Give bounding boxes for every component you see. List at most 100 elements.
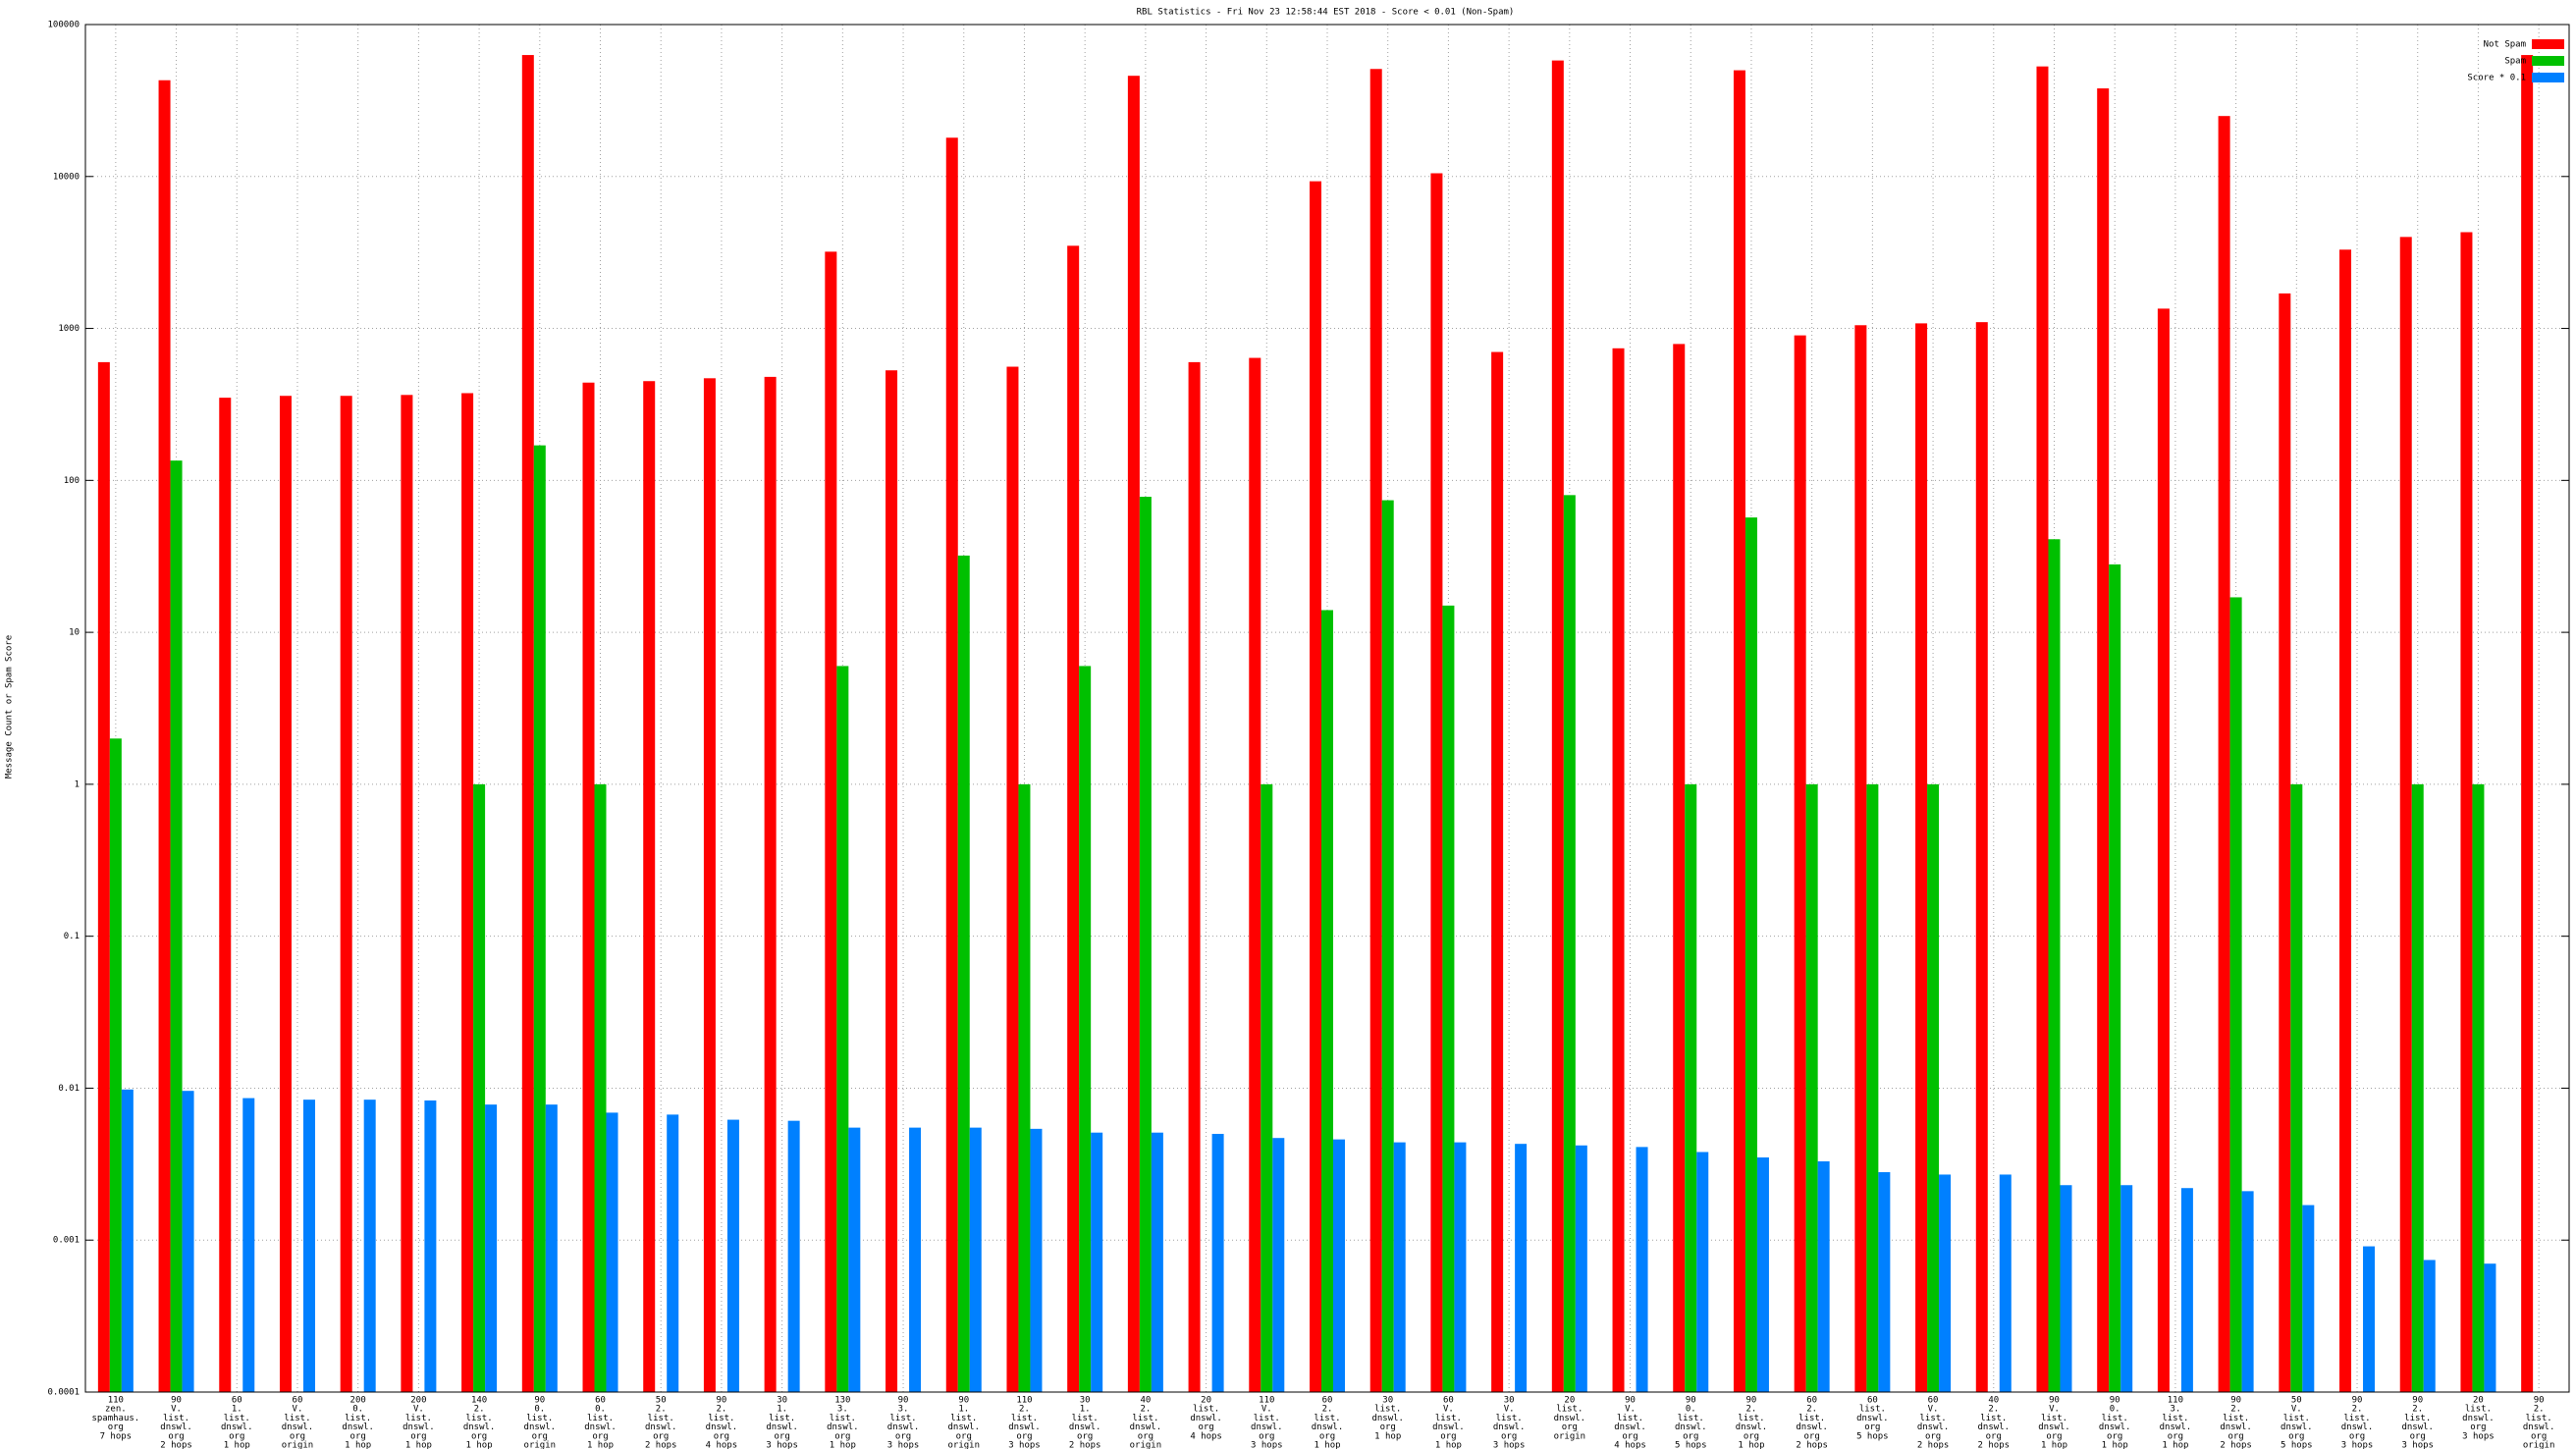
x-tick-label: org xyxy=(532,1431,548,1441)
x-tick-label: 3 hops xyxy=(1251,1441,1283,1449)
x-tick-label: 3 hops xyxy=(1008,1441,1041,1449)
x-tick-label: org xyxy=(956,1431,972,1441)
x-tick-label: 0. xyxy=(1686,1405,1696,1415)
x-tick-label: org xyxy=(290,1431,305,1441)
bar xyxy=(1006,366,1019,1392)
bar xyxy=(2290,783,2303,1392)
bar xyxy=(886,370,898,1392)
x-tick-label: dnswl. xyxy=(766,1422,798,1432)
bar xyxy=(1442,605,1455,1392)
legend-label: Spam xyxy=(2504,57,2526,67)
x-tick-label: 2 hops xyxy=(1978,1441,2011,1449)
bar xyxy=(2229,597,2242,1392)
x-tick-label: dnswl. xyxy=(1371,1414,1404,1423)
x-tick-label: list. xyxy=(466,1414,493,1423)
x-tick-label: 90 xyxy=(1746,1396,1757,1406)
x-tick-label: 1 hop xyxy=(1374,1431,1401,1441)
x-tick-label: 90 xyxy=(2049,1396,2060,1406)
x-tick-label: dnswl. xyxy=(2099,1422,2131,1432)
x-tick-label: org xyxy=(1864,1422,1880,1432)
x-tick-label: dnswl. xyxy=(2341,1422,2374,1432)
x-tick-label: org xyxy=(2046,1431,2062,1441)
x-tick-label: org xyxy=(1077,1431,1093,1441)
bar xyxy=(461,393,474,1392)
bar xyxy=(1744,517,1757,1392)
x-tick-label: 20 xyxy=(1201,1396,1211,1406)
x-tick-label: 90 xyxy=(2230,1396,2241,1406)
bar xyxy=(1381,500,1394,1392)
bar xyxy=(1685,783,1697,1392)
bar xyxy=(1321,610,1333,1392)
x-tick-label: list. xyxy=(2041,1414,2067,1423)
x-tick-label: org xyxy=(1501,1431,1517,1441)
x-tick-label: 90 xyxy=(2352,1396,2363,1406)
x-tick-label: 5 hops xyxy=(2281,1441,2313,1449)
x-tick-label: list. xyxy=(1859,1405,1886,1415)
x-tick-label: 60 xyxy=(293,1396,303,1406)
x-tick-label: 5 hops xyxy=(1675,1441,1707,1449)
bar xyxy=(726,1119,739,1392)
bar xyxy=(158,80,171,1392)
x-tick-label: 90 xyxy=(717,1396,727,1406)
x-tick-label: 1 hop xyxy=(2102,1441,2128,1449)
x-tick-label: org xyxy=(350,1431,366,1441)
bar xyxy=(1878,1172,1891,1392)
x-tick-label: 90 xyxy=(171,1396,182,1406)
bar xyxy=(545,1104,558,1392)
x-tick-label: 30 xyxy=(1504,1396,1515,1406)
x-tick-label: V. xyxy=(171,1405,182,1415)
x-tick-label: 20 xyxy=(2473,1396,2484,1406)
x-tick-label: list. xyxy=(2526,1414,2552,1423)
x-tick-label: 1 hop xyxy=(2162,1441,2188,1449)
x-tick-label: 90 xyxy=(958,1396,969,1406)
x-tick-label: org xyxy=(2168,1431,2183,1441)
x-tick-label: org xyxy=(1319,1431,1335,1441)
x-tick-label: dnswl. xyxy=(947,1422,980,1432)
x-tick-label: origin xyxy=(1554,1431,1586,1441)
bar xyxy=(1696,1152,1709,1392)
bar xyxy=(1854,325,1867,1393)
x-tick-label: 30 xyxy=(1080,1396,1091,1406)
bar xyxy=(170,460,183,1393)
x-tick-label: dnswl. xyxy=(645,1422,677,1432)
bar xyxy=(485,1104,498,1392)
bar xyxy=(2521,55,2534,1393)
x-tick-label: org xyxy=(1804,1431,1820,1441)
x-tick-label: 2 hops xyxy=(1796,1441,1828,1449)
x-tick-label: org xyxy=(410,1431,426,1441)
x-tick-label: 60 xyxy=(1806,1396,1817,1406)
x-tick-label: list. xyxy=(1920,1414,1947,1423)
x-tick-label: 2. xyxy=(1019,1405,1030,1415)
bar xyxy=(1939,1174,1952,1392)
x-tick-label: spamhaus. xyxy=(91,1414,139,1423)
x-tick-label: org xyxy=(1925,1431,1941,1441)
x-tick-label: 0. xyxy=(534,1405,545,1415)
x-tick-label: dnswl. xyxy=(2401,1422,2434,1432)
y-tick-label: 0.001 xyxy=(53,1236,80,1246)
x-tick-label: 90 xyxy=(1686,1396,1696,1406)
bar xyxy=(1393,1142,1406,1392)
x-tick-label: 1. xyxy=(958,1405,969,1415)
x-tick-label: 4 hops xyxy=(706,1441,738,1449)
x-tick-label: V. xyxy=(1443,1405,1454,1415)
x-tick-label: 90 xyxy=(898,1396,909,1406)
bar xyxy=(1915,323,1928,1392)
bar xyxy=(2339,249,2352,1392)
x-tick-label: 2. xyxy=(474,1405,485,1415)
x-tick-label: 1. xyxy=(232,1405,242,1415)
x-tick-label: org xyxy=(1259,1431,1274,1441)
bar xyxy=(1817,1160,1830,1392)
bar xyxy=(121,1089,134,1392)
x-tick-label: list. xyxy=(1132,1414,1158,1423)
bar xyxy=(2036,66,2049,1392)
x-tick-label: 140 xyxy=(471,1396,487,1406)
bar xyxy=(242,1098,255,1392)
x-tick-label: 2. xyxy=(1988,1405,1999,1415)
bar xyxy=(1127,76,1140,1392)
bar xyxy=(2109,564,2121,1392)
bar xyxy=(219,398,232,1393)
bar xyxy=(473,783,486,1392)
x-tick-label: origin xyxy=(947,1441,980,1449)
x-tick-label: 2 hops xyxy=(645,1441,677,1449)
